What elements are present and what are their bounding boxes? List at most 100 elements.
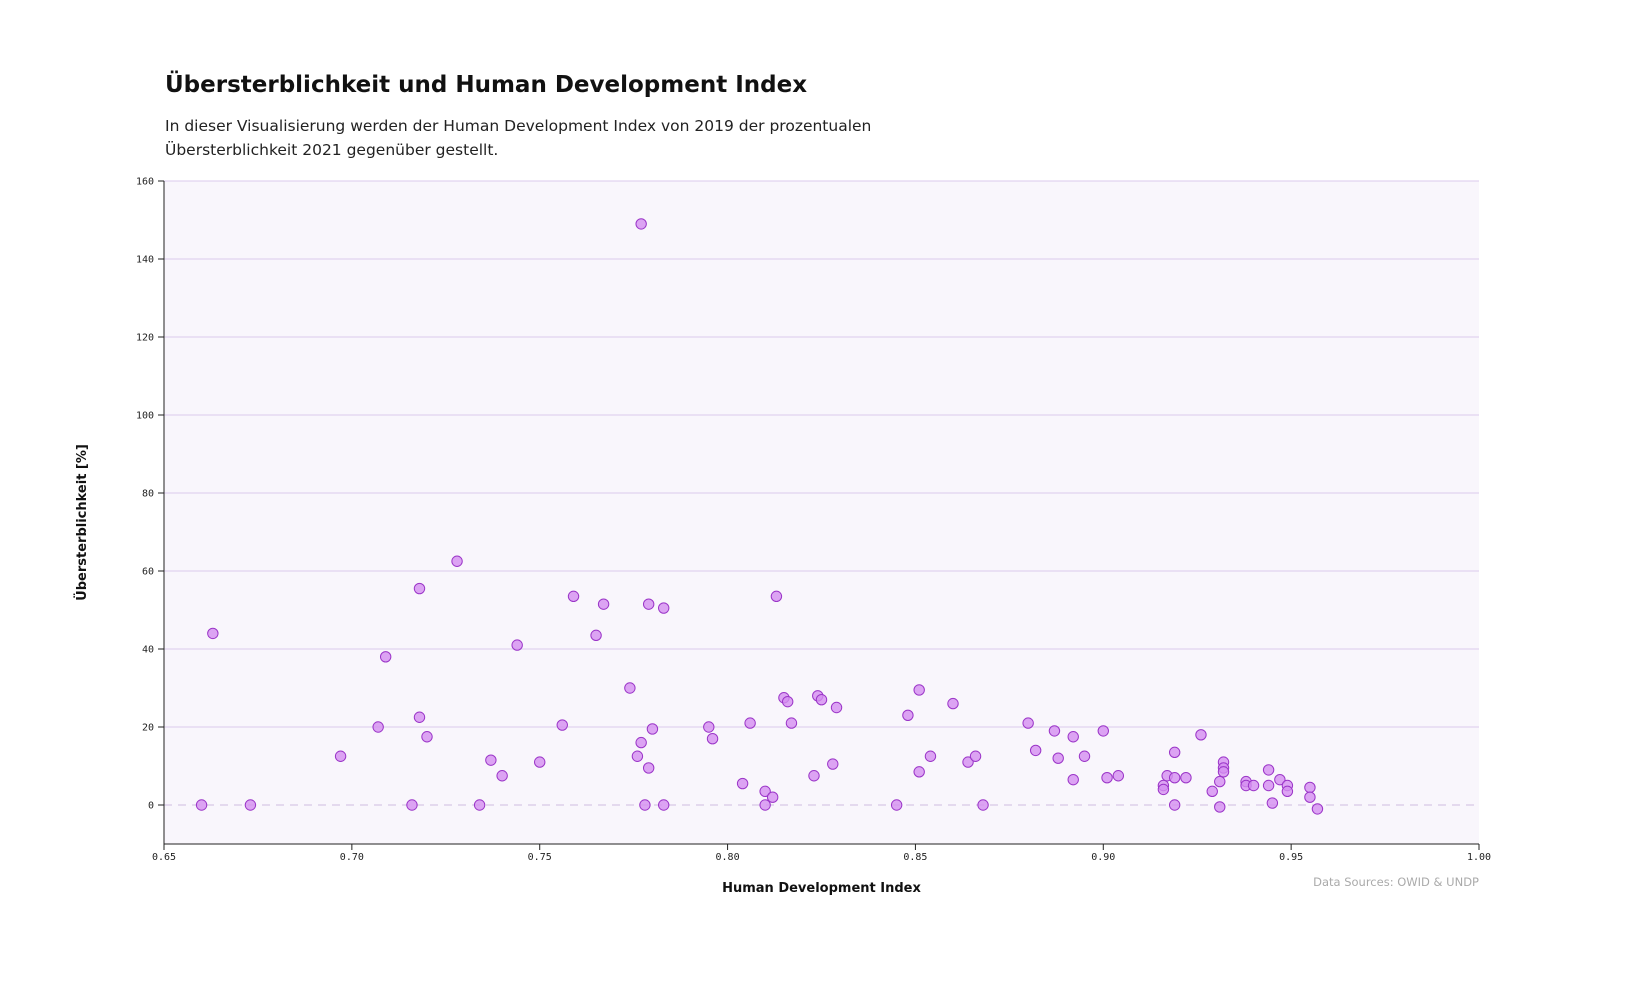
data-point xyxy=(1262,779,1275,792)
data-point xyxy=(781,695,794,708)
data-point xyxy=(556,719,568,731)
data-point xyxy=(808,770,820,782)
data-point xyxy=(195,799,208,811)
data-point xyxy=(473,799,486,811)
data-point xyxy=(534,756,546,768)
data-point xyxy=(1214,801,1226,813)
data-point xyxy=(759,785,771,798)
chart-subtitle: In dieser Visualisierung werden der Huma… xyxy=(165,117,872,159)
y-tick-label: 160 xyxy=(136,177,154,188)
data-point xyxy=(1168,772,1181,784)
data-point xyxy=(635,218,647,230)
data-point xyxy=(485,754,497,766)
data-point xyxy=(406,799,418,811)
x-tick-label: 0.75 xyxy=(528,852,552,863)
data-point xyxy=(827,758,839,770)
x-axis-title: Human Development Index xyxy=(722,881,921,896)
data-point xyxy=(597,598,610,610)
x-tick-label: 0.70 xyxy=(340,852,364,863)
chart-title: Übersterblichkeit und Human Development … xyxy=(165,72,808,98)
data-point xyxy=(962,756,974,768)
data-point xyxy=(1052,752,1064,764)
data-point xyxy=(631,750,644,762)
data-point xyxy=(1101,772,1113,784)
y-tick-label: 120 xyxy=(136,333,154,344)
y-tick-label: 100 xyxy=(136,411,154,422)
x-tick-label: 0.85 xyxy=(903,852,927,863)
data-point xyxy=(1311,803,1324,815)
data-point xyxy=(736,777,749,790)
data-point xyxy=(785,717,798,729)
data-point xyxy=(1022,717,1034,729)
data-point xyxy=(496,770,508,782)
y-tick-label: 80 xyxy=(142,489,154,500)
data-point xyxy=(1180,772,1192,784)
x-tick-label: 1.00 xyxy=(1467,852,1491,863)
data-point xyxy=(947,697,959,710)
data-source-note: Data Sources: OWID & UNDP xyxy=(1313,875,1479,889)
data-point xyxy=(706,733,719,745)
data-point xyxy=(642,762,655,774)
data-point xyxy=(372,721,384,733)
data-point xyxy=(1206,785,1218,798)
y-tick-label: 60 xyxy=(142,567,154,578)
data-point xyxy=(744,717,756,729)
data-point xyxy=(1214,775,1226,788)
data-point xyxy=(1247,779,1260,792)
x-tick-label: 0.65 xyxy=(152,852,176,863)
data-point xyxy=(1112,770,1125,782)
y-axis-title: Übersterblichkeit [%] xyxy=(74,444,90,601)
data-point xyxy=(451,555,463,567)
data-point xyxy=(590,629,602,642)
data-point xyxy=(1304,781,1316,794)
data-point xyxy=(1274,773,1286,786)
data-point xyxy=(977,799,989,811)
data-point xyxy=(1078,750,1091,762)
data-point xyxy=(658,799,670,811)
data-point xyxy=(207,627,219,640)
x-tick-label: 0.95 xyxy=(1279,852,1303,863)
data-point xyxy=(759,799,771,811)
data-point xyxy=(890,799,903,811)
data-point xyxy=(1067,731,1079,743)
data-point xyxy=(1195,729,1207,741)
y-tick-label: 0 xyxy=(148,801,154,812)
data-point xyxy=(815,694,828,706)
data-point xyxy=(639,799,651,811)
data-point xyxy=(635,736,647,749)
data-point xyxy=(511,639,523,651)
data-point xyxy=(1029,744,1042,757)
data-point xyxy=(969,750,982,762)
y-tick-label: 40 xyxy=(142,645,154,656)
data-point xyxy=(766,791,779,803)
data-point xyxy=(913,766,925,778)
data-point xyxy=(924,750,937,762)
data-point xyxy=(379,651,392,663)
data-point xyxy=(567,590,580,603)
y-tick-label: 140 xyxy=(136,255,154,266)
data-point xyxy=(421,731,433,743)
data-point xyxy=(413,711,426,723)
data-point xyxy=(830,701,843,714)
data-point xyxy=(1217,766,1230,778)
y-tick-label: 20 xyxy=(142,723,154,734)
data-point xyxy=(642,598,655,610)
data-point xyxy=(1157,783,1170,796)
data-point xyxy=(703,721,715,733)
data-point xyxy=(770,590,783,603)
data-point xyxy=(913,684,925,696)
x-tick-label: 0.80 xyxy=(716,852,740,863)
data-point xyxy=(624,682,636,694)
data-point xyxy=(244,799,257,811)
data-point xyxy=(646,723,659,735)
data-point xyxy=(1067,773,1079,786)
data-point xyxy=(1281,785,1294,798)
data-point xyxy=(1168,746,1181,759)
data-point xyxy=(1048,725,1061,737)
data-point xyxy=(658,602,670,614)
plot-background xyxy=(164,181,1479,844)
data-point xyxy=(1266,797,1279,809)
data-point xyxy=(1168,799,1181,811)
data-point xyxy=(334,750,347,762)
